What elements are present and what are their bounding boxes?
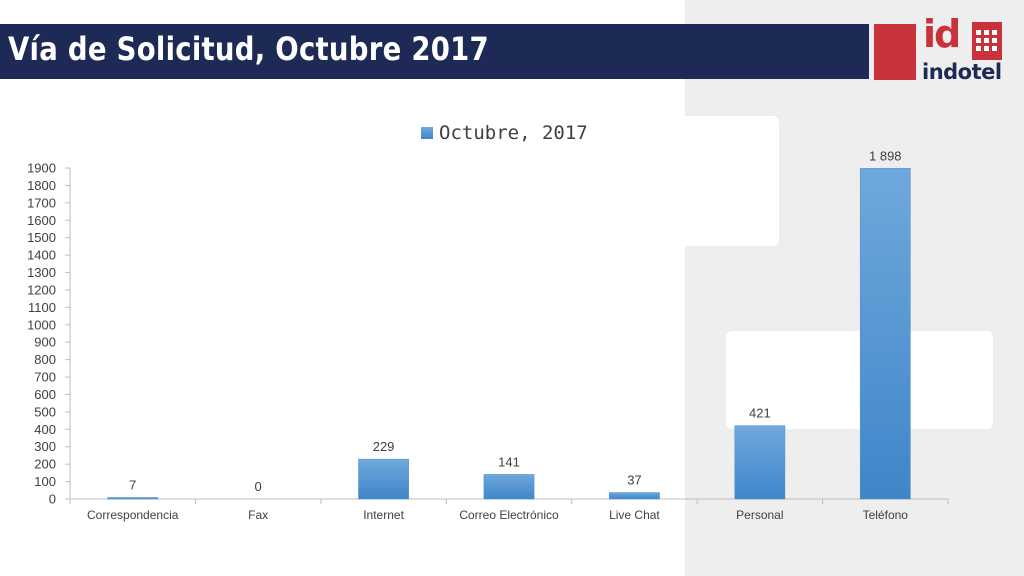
bar (483, 474, 535, 500)
x-tick-label: Correo Electrónico (459, 508, 559, 522)
background-cutout-right (726, 331, 993, 429)
y-tick-label: 1600 (27, 213, 56, 228)
bar (107, 497, 159, 500)
x-tick-label: Internet (363, 508, 404, 522)
indotel-logo: id indotel (920, 12, 1010, 86)
bar-data-label: 0 (255, 479, 262, 494)
background-cutout-top (685, 116, 779, 246)
y-tick-label: 400 (34, 422, 56, 437)
bar (358, 458, 409, 500)
y-tick-label: 0 (49, 492, 56, 507)
bar-data-label: 1 898 (869, 148, 902, 163)
y-tick-label: 1500 (27, 230, 56, 245)
y-tick-label: 800 (34, 352, 56, 367)
bar-data-label: 37 (627, 473, 641, 488)
y-tick-label: 1400 (27, 248, 56, 263)
bar-data-label: 141 (498, 454, 520, 469)
y-tick-label: 1100 (28, 300, 56, 315)
x-tick-label: Live Chat (609, 508, 660, 522)
slide-title: Vía de Solicitud, Octubre 2017 (8, 30, 489, 68)
y-tick-label: 700 (34, 370, 56, 385)
x-tick-label: Teléfono (863, 508, 909, 522)
x-tick-label: Fax (248, 508, 268, 522)
bar (734, 425, 786, 500)
bar-data-label: 229 (373, 439, 395, 454)
y-tick-label: 300 (34, 439, 56, 454)
brand-red-block (874, 24, 916, 80)
title-bar (0, 24, 869, 79)
y-tick-label: 600 (34, 387, 56, 402)
y-tick-label: 1300 (27, 265, 56, 280)
logo-id-mark: id (923, 12, 961, 56)
y-tick-label: 500 (34, 404, 56, 419)
bar-data-label: 421 (749, 406, 771, 421)
y-tick-label: 1000 (27, 317, 56, 332)
x-tick-label: Personal (736, 508, 783, 522)
bar (609, 492, 660, 500)
bar-data-label: 7 (129, 478, 136, 493)
y-tick-label: 1900 (27, 161, 56, 176)
logo-grid-mark (972, 22, 1002, 60)
legend-label: Octubre, 2017 (439, 122, 588, 144)
y-tick-label: 1200 (27, 282, 56, 297)
logo-wordmark: indotel (922, 60, 1002, 84)
x-tick-label: Correspondencia (87, 508, 179, 522)
y-tick-label: 900 (34, 335, 56, 350)
bar (859, 168, 911, 500)
y-tick-label: 1700 (27, 195, 56, 210)
y-tick-label: 100 (34, 474, 56, 489)
legend-swatch (421, 127, 433, 139)
y-tick-label: 1800 (27, 178, 56, 193)
y-tick-label: 200 (34, 457, 56, 472)
